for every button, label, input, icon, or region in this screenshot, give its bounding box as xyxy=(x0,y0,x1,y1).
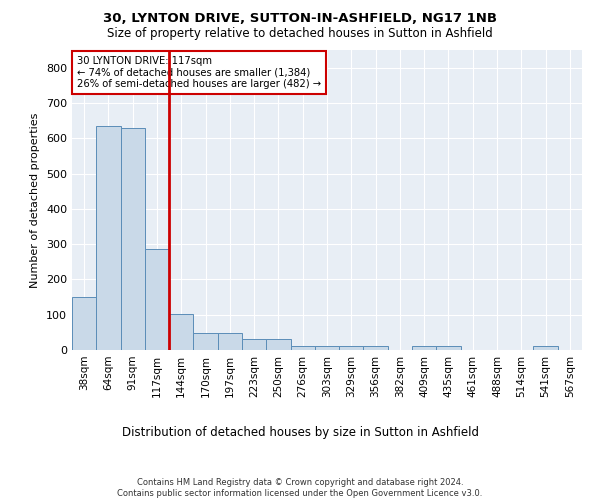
Bar xyxy=(533,346,558,350)
Text: Contains HM Land Registry data © Crown copyright and database right 2024.
Contai: Contains HM Land Registry data © Crown c… xyxy=(118,478,482,498)
Text: 30, LYNTON DRIVE, SUTTON-IN-ASHFIELD, NG17 1NB: 30, LYNTON DRIVE, SUTTON-IN-ASHFIELD, NG… xyxy=(103,12,497,26)
Bar xyxy=(290,346,315,350)
Bar xyxy=(193,334,218,350)
Bar xyxy=(339,346,364,350)
Bar xyxy=(96,126,121,350)
Text: Size of property relative to detached houses in Sutton in Ashfield: Size of property relative to detached ho… xyxy=(107,28,493,40)
Text: 30 LYNTON DRIVE: 117sqm
← 74% of detached houses are smaller (1,384)
26% of semi: 30 LYNTON DRIVE: 117sqm ← 74% of detache… xyxy=(77,56,321,89)
Bar xyxy=(169,314,193,350)
Bar xyxy=(242,340,266,350)
Bar xyxy=(364,346,388,350)
Bar xyxy=(436,346,461,350)
Bar xyxy=(266,340,290,350)
Bar xyxy=(145,250,169,350)
Bar xyxy=(412,346,436,350)
Text: Distribution of detached houses by size in Sutton in Ashfield: Distribution of detached houses by size … xyxy=(121,426,479,439)
Bar xyxy=(218,334,242,350)
Bar xyxy=(121,128,145,350)
Bar xyxy=(72,297,96,350)
Bar xyxy=(315,346,339,350)
Y-axis label: Number of detached properties: Number of detached properties xyxy=(31,112,40,288)
